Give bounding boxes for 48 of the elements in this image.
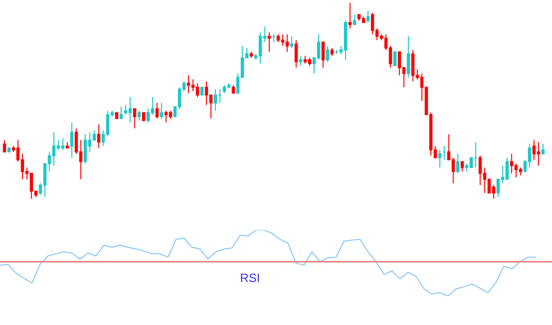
candlestick (456, 153, 460, 174)
candlestick (272, 34, 276, 43)
candlestick (2, 140, 6, 152)
candlestick (214, 88, 218, 112)
candlestick (460, 161, 464, 172)
candlestick (268, 32, 271, 52)
candlestick (357, 14, 361, 22)
candlestick (133, 108, 136, 129)
candlestick (66, 142, 69, 148)
candlestick (393, 51, 397, 66)
candlestick (442, 145, 446, 160)
candlestick (7, 147, 11, 152)
candlestick (250, 51, 253, 58)
candlestick (352, 14, 356, 25)
candlestick (160, 102, 164, 120)
candlestick (348, 2, 352, 29)
candlestick (120, 106, 123, 120)
candlestick (186, 74, 190, 94)
candlestick (366, 10, 370, 24)
candlestick (518, 167, 522, 176)
candlestick (362, 16, 366, 24)
candlestick (438, 149, 442, 168)
candlestick (97, 124, 100, 148)
candlestick (344, 20, 348, 60)
candlestick (200, 86, 204, 96)
candlestick (330, 47, 334, 56)
candlestick (299, 55, 302, 66)
candlestick (168, 110, 172, 120)
candlestick (294, 40, 298, 68)
candlestick (115, 112, 118, 120)
candlestick (70, 122, 74, 158)
candlestick (138, 110, 141, 122)
candlestick (142, 112, 146, 122)
candlestick (155, 102, 159, 120)
candlestick (510, 153, 514, 174)
candlestick (326, 46, 330, 62)
annotation: RSI (240, 271, 260, 285)
candlestick (164, 110, 168, 123)
candlestick (218, 88, 222, 104)
candlestick (528, 144, 532, 168)
candlestick (322, 42, 325, 68)
candlestick (334, 49, 338, 54)
candlestick (406, 36, 410, 78)
candlestick (290, 36, 294, 48)
candlestick (232, 84, 235, 94)
candlestick (536, 142, 540, 166)
candlestick (541, 144, 545, 154)
candlestick (196, 82, 200, 98)
